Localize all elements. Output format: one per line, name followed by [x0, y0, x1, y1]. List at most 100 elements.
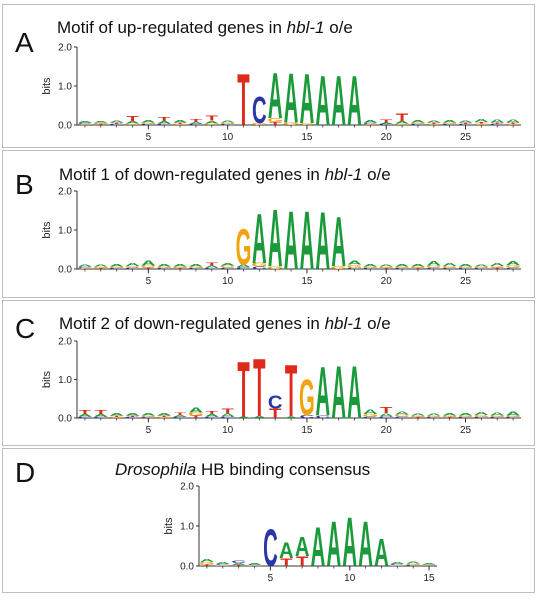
- svg-text:G: G: [505, 265, 521, 269]
- svg-text:C: C: [189, 268, 204, 270]
- svg-text:G: G: [172, 124, 188, 126]
- logo-letter-g: G: [220, 122, 236, 124]
- svg-text:C: C: [474, 417, 489, 419]
- x-tick-label: 15: [424, 573, 436, 584]
- logo-letter-g: G: [442, 415, 458, 417]
- svg-text:G: G: [299, 370, 315, 426]
- logo-letter-g: G: [93, 122, 109, 124]
- logo-letter-t: T: [190, 118, 202, 123]
- logo-letter-a: A: [157, 413, 172, 417]
- logo-letter-g: G: [267, 266, 283, 270]
- svg-text:A: A: [395, 121, 410, 125]
- x-tick-label: 15: [301, 132, 313, 143]
- svg-text:G: G: [283, 122, 299, 126]
- svg-text:T: T: [79, 410, 91, 416]
- svg-text:C: C: [363, 416, 378, 418]
- logo-letter-a: A: [363, 119, 378, 123]
- logo-letter-a: A: [358, 509, 373, 580]
- svg-text:G: G: [489, 415, 505, 417]
- svg-text:G: G: [362, 266, 378, 268]
- svg-text:G: G: [251, 262, 267, 268]
- svg-text:A: A: [411, 264, 426, 268]
- y-tick-label: 1.0: [58, 82, 72, 93]
- svg-text:C: C: [390, 564, 405, 566]
- svg-text:C: C: [141, 124, 156, 126]
- logo-letter-a: A: [406, 562, 421, 564]
- svg-text:G: G: [220, 122, 236, 124]
- title-text: Motif 1 of down-regulated genes in: [59, 165, 325, 184]
- logo-letter-a: A: [395, 121, 410, 125]
- svg-text:G: G: [394, 414, 410, 417]
- svg-text:T: T: [491, 122, 504, 124]
- logo-letter-c: C: [506, 267, 521, 269]
- logo-letter-c: C: [458, 124, 473, 126]
- logo-letter-a: A: [109, 120, 124, 123]
- logo-letter-c: C: [458, 417, 473, 419]
- logo-letter-t: T: [206, 114, 219, 122]
- svg-text:G: G: [188, 266, 204, 268]
- logo-letter-g: G: [378, 266, 394, 268]
- logo-letter-t: T: [237, 60, 249, 142]
- svg-text:A: A: [252, 416, 267, 419]
- logo-letter-g: G: [458, 415, 474, 417]
- logo-letter-t: T: [110, 122, 123, 124]
- svg-text:A: A: [406, 562, 421, 564]
- panel-title-d: Drosophila HB binding consensus: [115, 461, 370, 478]
- svg-text:A: A: [93, 264, 108, 267]
- logo-letter-a: A: [442, 413, 457, 417]
- svg-text:A: A: [247, 563, 262, 565]
- logo-letter-g: G: [389, 565, 405, 566]
- svg-text:A: A: [236, 416, 251, 418]
- logo-letter-a: A: [379, 264, 394, 267]
- svg-text:G: G: [410, 266, 426, 268]
- y-tick-label: 1.0: [58, 375, 72, 386]
- svg-text:T: T: [232, 565, 245, 567]
- svg-text:C: C: [395, 268, 410, 270]
- svg-text:A: A: [506, 261, 521, 267]
- svg-text:A: A: [78, 264, 93, 267]
- svg-text:G: G: [156, 266, 172, 268]
- svg-text:G: G: [405, 563, 421, 565]
- svg-text:G: G: [125, 266, 141, 268]
- panel-title-a: Motif of up-regulated genes in hbl-1 o/e: [57, 19, 353, 36]
- logo-letter-a: A: [363, 264, 378, 268]
- logo-letter-a: A: [78, 121, 93, 123]
- svg-text:A: A: [141, 120, 156, 124]
- panel-title-c: Motif 2 of down-regulated genes in hbl-1…: [59, 315, 391, 332]
- svg-text:C: C: [247, 564, 262, 565]
- svg-text:C: C: [363, 268, 378, 270]
- svg-text:A: A: [458, 120, 473, 123]
- logo-letter-g: G: [215, 565, 231, 566]
- title-text: Motif of up-regulated genes in: [57, 18, 287, 37]
- svg-text:A: A: [342, 504, 357, 581]
- y-axis-label: bits: [41, 77, 53, 95]
- logo-letter-a: A: [204, 413, 219, 417]
- svg-text:C: C: [204, 267, 219, 269]
- logo-letter-g: G: [473, 266, 489, 268]
- svg-text:C: C: [474, 268, 489, 270]
- svg-text:C: C: [215, 564, 230, 566]
- svg-text:C: C: [395, 416, 410, 418]
- logo-letter-g: G: [299, 123, 315, 126]
- logo-letter-a: A: [204, 120, 219, 124]
- logo-letter-a: A: [220, 120, 235, 123]
- svg-text:A: A: [490, 119, 505, 124]
- logo-letter-a: A: [311, 516, 326, 578]
- logo-letter-a: A: [506, 119, 521, 124]
- y-tick-label: 1.0: [180, 522, 194, 533]
- logo-letter-g: G: [125, 266, 141, 268]
- x-tick-label: 20: [381, 425, 393, 436]
- svg-text:T: T: [396, 112, 408, 124]
- logo-letter-a: A: [347, 350, 362, 435]
- svg-text:G: G: [362, 124, 378, 126]
- logo-letter-c: C: [363, 122, 378, 124]
- logo-letter-c: C: [204, 416, 219, 418]
- logo-letter-a: A: [268, 60, 283, 133]
- svg-text:G: G: [188, 412, 204, 417]
- svg-text:A: A: [204, 413, 219, 417]
- x-tick-label: 20: [381, 132, 393, 143]
- svg-text:A: A: [374, 531, 389, 575]
- logo-letter-a: A: [426, 260, 441, 267]
- svg-text:A: A: [93, 121, 108, 123]
- logo-letter-c: C: [406, 565, 421, 567]
